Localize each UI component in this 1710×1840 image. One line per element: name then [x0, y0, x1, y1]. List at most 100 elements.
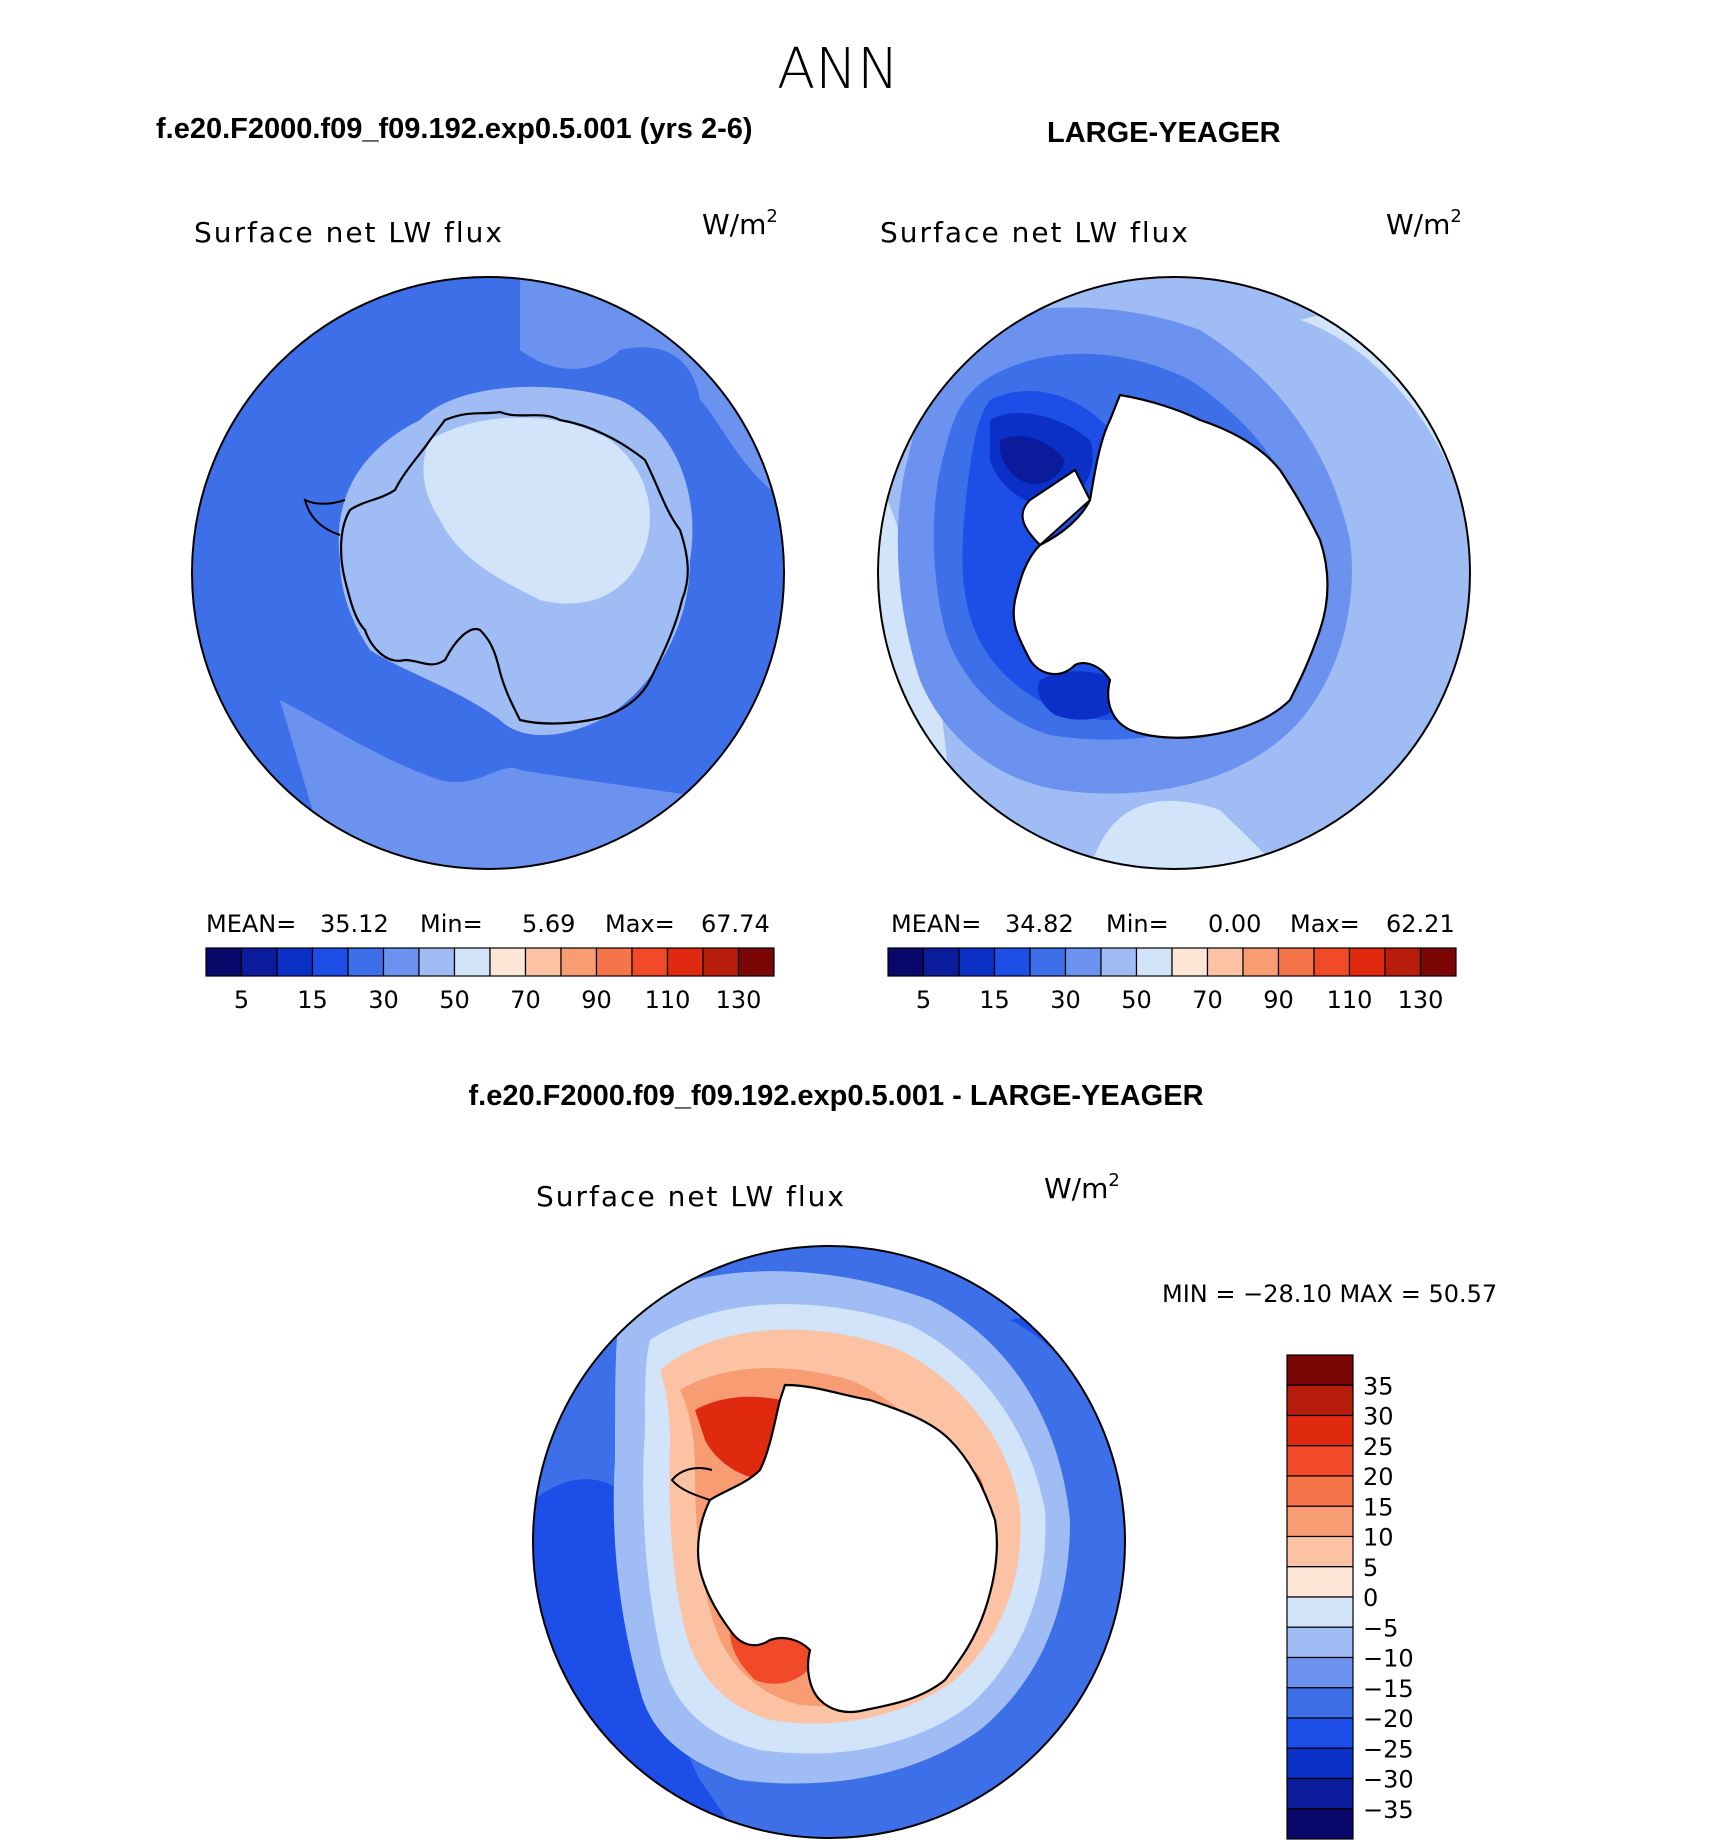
obs-colorbar-swatch [887, 947, 925, 977]
obs-colorbar-tick-label: 90 [1263, 986, 1294, 1014]
diff-colorbar-tick-label: −25 [1363, 1735, 1414, 1763]
obs-colorbar-tick-label: 15 [979, 986, 1010, 1014]
model-colorbar-tick-label: 50 [439, 986, 470, 1014]
obs-stats: MEAN= 34.82 Min= 0.00 Max= 62.21 [891, 910, 1455, 938]
diff-colorbar-tick-label: −10 [1363, 1645, 1414, 1673]
obs-colorbar-swatch [1171, 947, 1209, 977]
obs-panel-header: LARGE-YEAGER [1047, 117, 1281, 149]
diff-colorbar-tick-label: −35 [1363, 1796, 1414, 1824]
diff-colorbar-swatch [1286, 1596, 1354, 1628]
model-colorbar-swatch [524, 947, 562, 977]
diff-colorbar-tick-label: −15 [1363, 1675, 1414, 1703]
obs-min-label: Min= [1106, 910, 1169, 938]
model-mean-value: 35.12 [320, 910, 389, 938]
model-mean-label: MEAN= [206, 910, 296, 938]
diff-colorbar-swatch [1286, 1354, 1354, 1386]
diff-colorbar-tick-label: 15 [1363, 1493, 1394, 1521]
model-colorbar-swatch [453, 947, 491, 977]
obs-colorbar-swatch [1348, 947, 1386, 977]
model-colorbar-swatch [276, 947, 314, 977]
model-colorbar-swatch [489, 947, 527, 977]
diff-colorbar-swatch [1286, 1687, 1354, 1719]
model-map-frame [191, 276, 785, 870]
model-colorbar-tick-label: 30 [368, 986, 399, 1014]
model-colorbar-swatch [737, 947, 775, 977]
diff-minmax: MIN = −28.10 MAX = 50.57 [1162, 1280, 1497, 1308]
obs-colorbar-swatch [1029, 947, 1067, 977]
diff-colorbar-swatch [1286, 1717, 1354, 1749]
diff-colorbar-swatch [1286, 1445, 1354, 1477]
model-colorbar-swatch [205, 947, 243, 977]
obs-colorbar-swatch [958, 947, 996, 977]
diff-colorbar-swatch [1286, 1626, 1354, 1659]
obs-colorbar-tick-label: 30 [1050, 986, 1081, 1014]
diff-colorbar-swatch [1286, 1535, 1354, 1568]
diff-colorbar-tick-label: 25 [1363, 1433, 1394, 1461]
diff-colorbar-tick-label: 20 [1363, 1463, 1394, 1491]
obs-colorbar-swatch [1064, 947, 1102, 977]
model-colorbar-tick-label: 110 [645, 986, 691, 1014]
diff-colorbar-tick-label: 5 [1363, 1554, 1378, 1582]
obs-max-label: Max= [1290, 910, 1360, 938]
model-variable-label: Surface net LW flux [194, 216, 504, 249]
obs-colorbar-tick-label: 130 [1398, 986, 1444, 1014]
model-colorbar-swatch [560, 947, 598, 977]
model-colorbar-swatch [666, 947, 704, 977]
diff-units: W/m2 [1044, 1170, 1120, 1205]
obs-colorbar-tick-label: 110 [1327, 986, 1373, 1014]
diff-colorbar-swatch [1286, 1777, 1354, 1810]
model-max-label: Max= [605, 910, 675, 938]
model-min-label: Min= [420, 910, 483, 938]
obs-map-frame [877, 276, 1471, 870]
obs-colorbar-swatch [1419, 947, 1457, 977]
model-colorbar: 5 15 30 50 70 90 110 130 [205, 947, 775, 1014]
diff-colorbar-swatch [1286, 1505, 1354, 1538]
obs-colorbar-tick-label: 50 [1121, 986, 1152, 1014]
diff-variable-label: Surface net LW flux [536, 1180, 846, 1213]
obs-min-value: 0.00 [1208, 910, 1261, 938]
model-stats: MEAN= 35.12 Min= 5.69 Max= 67.74 [206, 910, 770, 938]
diff-colorbar-swatch [1286, 1566, 1354, 1598]
model-colorbar-swatch [595, 947, 633, 977]
obs-colorbar-swatch [1135, 947, 1173, 977]
model-colorbar-tick-label: 15 [297, 986, 328, 1014]
model-panel-header: f.e20.F2000.f09_f09.192.exp0.5.001 (yrs … [156, 113, 753, 145]
obs-colorbar-swatch [993, 947, 1031, 977]
diff-colorbar-swatch [1286, 1747, 1354, 1780]
diff-colorbar-swatch [1286, 1384, 1354, 1417]
obs-variable-label: Surface net LW flux [880, 216, 1190, 249]
diff-colorbar-tick-label: −30 [1363, 1766, 1414, 1794]
model-colorbar-swatch [631, 947, 669, 977]
model-max-value: 67.74 [701, 910, 770, 938]
obs-colorbar-swatch [1384, 947, 1422, 977]
model-map [191, 276, 785, 870]
diff-colorbar-swatch [1286, 1475, 1354, 1507]
model-units: W/m2 [702, 206, 778, 241]
obs-colorbar-tick-label: 70 [1192, 986, 1223, 1014]
diff-colorbar-tick-label: 30 [1363, 1403, 1394, 1431]
model-colorbar-swatch [702, 947, 740, 977]
obs-max-value: 62.21 [1386, 910, 1455, 938]
model-min-value: 5.69 [522, 910, 575, 938]
diff-colorbar-swatch [1286, 1414, 1354, 1447]
diff-colorbar-tick-label: −5 [1363, 1614, 1398, 1642]
obs-colorbar-swatch [922, 947, 960, 977]
model-colorbar-swatch [382, 947, 420, 977]
model-colorbar-tick-label: 90 [581, 986, 612, 1014]
diff-colorbar-tick-label: 35 [1363, 1372, 1394, 1400]
obs-colorbar-swatch [1277, 947, 1315, 977]
model-colorbar-swatch [418, 947, 456, 977]
diff-colorbar-tick-label: 0 [1363, 1584, 1378, 1612]
obs-units: W/m2 [1386, 206, 1462, 241]
diff-panel-header: f.e20.F2000.f09_f09.192.exp0.5.001 - LAR… [468, 1080, 1203, 1112]
obs-colorbar: 5 15 30 50 70 90 110 130 [887, 947, 1457, 1014]
obs-mean-value: 34.82 [1005, 910, 1074, 938]
diff-colorbar-tick-label: −20 [1363, 1705, 1414, 1733]
model-colorbar-tick-label: 70 [510, 986, 541, 1014]
diff-map [532, 1245, 1126, 1839]
model-colorbar-swatch [311, 947, 349, 977]
model-colorbar-swatch [240, 947, 278, 977]
model-colorbar-tick-label: 130 [716, 986, 762, 1014]
